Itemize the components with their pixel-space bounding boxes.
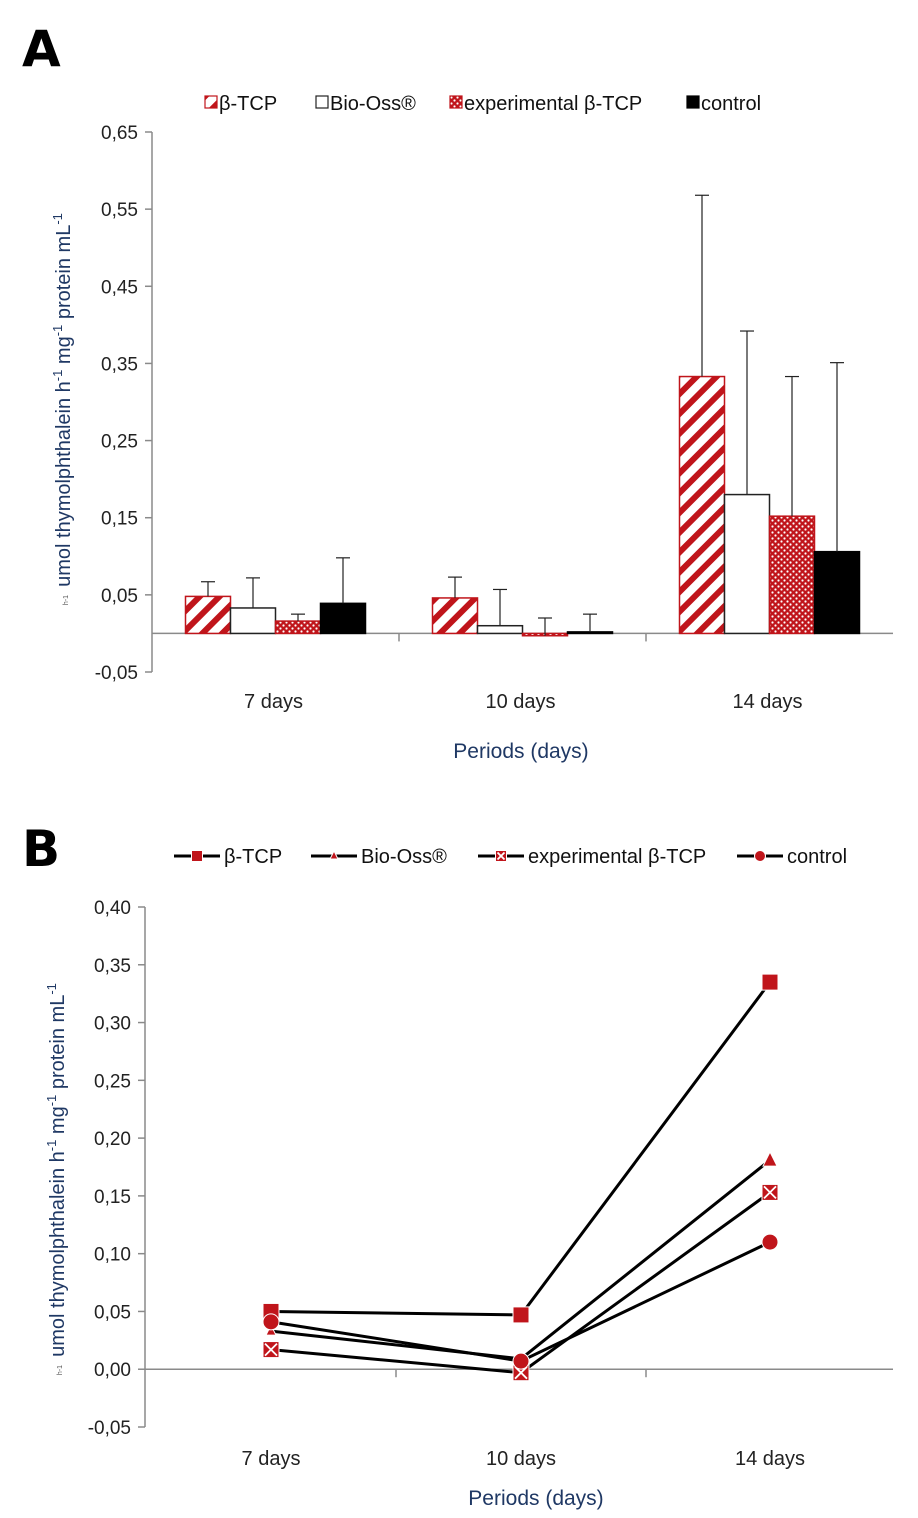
data-point <box>262 1313 280 1331</box>
y-tick-label: -0,05 <box>95 663 138 684</box>
y-tick-label: 0,35 <box>101 354 138 375</box>
panel-b-y-axis-label: umol thymolphthalein h-1 mg-1 protein mL… <box>44 983 69 1357</box>
legend-label: β-TCP <box>219 93 277 115</box>
series-line <box>270 1240 771 1363</box>
legend-label: experimental β-TCP <box>528 846 706 868</box>
legend-swatch <box>204 95 218 109</box>
y-tick-label: 0,05 <box>101 586 138 607</box>
legend-label: Bio-Oss® <box>330 93 416 115</box>
data-point-cross <box>763 1185 777 1200</box>
panel-b-letter: B <box>22 820 61 878</box>
series-line <box>270 981 772 1317</box>
bar <box>319 602 367 635</box>
x-tick-label: 10 days <box>485 691 555 713</box>
bar <box>274 620 322 635</box>
panel-a-letter: A <box>22 20 61 78</box>
panel-b: B 0,40 0,35 0,30 0,25 0,20 0,15 0,10 0,05 0,00 -0… <box>0 800 918 1518</box>
y-tick-label: 0,55 <box>101 200 138 221</box>
bar <box>678 375 726 635</box>
y-tick-label: -0,05 <box>88 1418 131 1439</box>
data-point <box>761 973 779 991</box>
panel-a: A 0,65 0,55 0,45 0,35 0,25 0,15 0,05 -0,05 7 day… <box>22 20 893 763</box>
y-tick-label: 0,15 <box>101 509 138 530</box>
legend-label: Bio-Oss® <box>361 846 447 868</box>
legend-marker <box>329 849 339 860</box>
y-tick-label: 0,10 <box>94 1245 131 1266</box>
legend-label: control <box>701 93 761 115</box>
panel-b-y-axis-small-label: h-1 <box>57 1365 64 1375</box>
bar <box>229 607 277 635</box>
legend-swatch <box>686 95 700 109</box>
legend-marker-cross <box>496 851 506 861</box>
bar <box>431 597 479 635</box>
panel-a-y-axis-label: umol thymolphthalein h-1 mg-1 protein mL… <box>50 213 75 587</box>
x-tick-label: 14 days <box>735 1448 805 1470</box>
x-tick-label: 14 days <box>732 691 802 713</box>
legend-label: experimental β-TCP <box>464 93 642 115</box>
y-tick-label: 0,25 <box>101 432 138 453</box>
panel-a-y-axis-small-label: h-1 <box>63 595 70 605</box>
y-tick-label: 0,05 <box>94 1302 131 1323</box>
legend-marker <box>754 850 766 862</box>
line-chart: 0,40 0,35 0,30 0,25 0,20 0,15 0,10 0,05 0,00 -0,0… <box>44 846 893 1510</box>
data-point <box>761 1233 779 1251</box>
y-tick-label: 0,35 <box>94 956 131 977</box>
y-tick-label: 0,45 <box>101 277 138 298</box>
legend-label: β-TCP <box>224 846 282 868</box>
bar <box>768 515 816 635</box>
bar <box>813 550 861 635</box>
data-point <box>512 1306 530 1324</box>
data-point-cross <box>514 1366 528 1380</box>
bar <box>476 624 524 635</box>
y-tick-label: 0,40 <box>94 898 131 919</box>
bar-chart: 0,65 0,55 0,45 0,35 0,25 0,15 0,05 -0,05 7 days 1… <box>50 93 893 763</box>
data-point <box>512 1352 530 1370</box>
y-tick-label: 0,20 <box>94 1129 131 1150</box>
x-tick-label: 7 days <box>242 1448 301 1470</box>
y-tick-label: 0,30 <box>94 1014 131 1035</box>
x-axis-label: Periods (days) <box>468 1487 603 1510</box>
x-tick-label: 7 days <box>244 691 303 713</box>
y-tick-label: 0,15 <box>94 1187 131 1208</box>
legend-label: control <box>787 846 847 868</box>
series-line <box>270 1158 771 1361</box>
bar <box>723 493 771 635</box>
data-point <box>762 1150 778 1167</box>
y-tick-label: 0,00 <box>94 1360 131 1381</box>
y-tick-label: 0,25 <box>94 1071 131 1092</box>
x-axis-label: Periods (days) <box>453 740 588 763</box>
bar <box>184 595 232 635</box>
data-point-cross <box>264 1342 278 1357</box>
y-tick-label: 0,65 <box>101 123 138 144</box>
x-tick-label: 10 days <box>486 1448 556 1470</box>
legend-swatch <box>315 95 329 109</box>
legend-marker <box>191 850 203 862</box>
bar <box>566 631 614 635</box>
legend-swatch <box>449 95 463 109</box>
